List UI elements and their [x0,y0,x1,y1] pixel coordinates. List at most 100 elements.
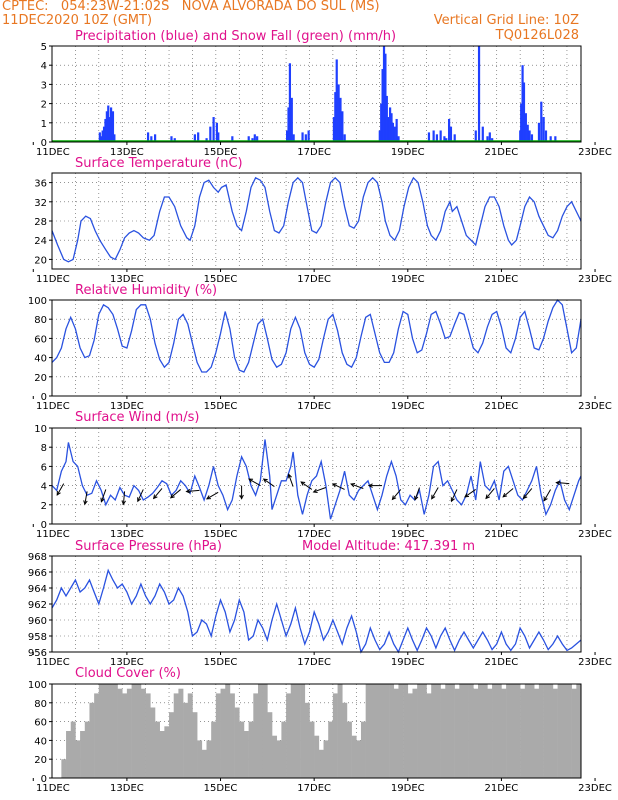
precip-bar [104,118,107,142]
precip-bar [292,134,295,142]
temp-xtick-label: 13DEC [110,274,144,285]
wind-arrow [350,483,364,489]
cloud-bar [534,688,540,778]
precip-xtick-label: 15DEC [204,147,238,158]
precip-xtick-label: 21DEC [485,147,519,158]
precip-bar [481,126,484,142]
precip-title: Precipitation (blue) and Snow Fall (gree… [75,29,397,44]
temp-frame [51,172,582,270]
precip-bar [477,46,481,142]
cloud-bar [557,684,563,778]
precip-bar [109,107,113,142]
cloud-bar [286,693,292,778]
cloud-bar [440,688,446,778]
wind-arrow-shaft [350,483,364,489]
cloud-bar [351,735,357,778]
precip-bar [378,130,381,142]
cloud-bar [234,707,240,778]
precip-bar [524,113,527,142]
cloud-bar [566,684,572,778]
precip-bar [445,138,448,142]
precip-bar [146,132,150,142]
cloud-bar [159,731,165,778]
temp-xtick-label: 11DEC [36,274,70,285]
wind-arrow-head [137,497,142,503]
precip-bar [173,138,176,142]
wind-arrow [83,491,88,506]
precip-bar [105,111,108,142]
wind-arrow-shaft [84,491,88,505]
precip-bar [486,136,489,142]
precip-bar [343,134,346,142]
cloud-bar [379,684,385,778]
wind-ytick-label: 2 [41,501,47,512]
rh-xtick-label: 13DEC [110,401,144,412]
cloud-xtick-label: 11DEC [36,783,70,794]
precip-bar [388,107,392,142]
temp-title: Surface Temperature (nC) [75,156,243,171]
cloud-bar [529,684,535,778]
cloud-bar [468,684,474,778]
precip-bar [537,122,541,142]
wind-arrow-head [312,488,318,493]
cloud-bar [407,693,413,778]
cloud-bar [215,693,221,778]
cloud-bar [576,684,582,778]
wind-ytick-label: 6 [41,462,47,473]
wind-arrow-head [121,500,126,506]
cloud-bar [314,735,320,778]
cloud-bar [506,684,512,778]
wind-arrow-head [169,493,175,499]
wind-arrow [414,487,420,501]
precip-bar [197,132,200,142]
wind-arrow-shaft [137,489,144,502]
precip-bar [453,134,456,142]
station-header: CPTEC: 054:23W-21:02S NOVA ALVORADA DO S… [2,0,380,14]
wind-arrow-head [555,480,561,486]
pres-xtick-label: 13DEC [110,657,144,668]
cloud-ytick-label: 100 [28,680,47,691]
temp-ytick-label: 28 [34,217,47,228]
cloud-bar [412,688,418,778]
cloud-bar [417,684,423,778]
precip-ytick-label: 5 [41,42,47,53]
precip-bar [101,130,104,142]
precip-bar [385,95,388,142]
precip-bar [341,111,344,142]
cloud-bar [164,726,170,778]
pres-xtick-label: 23DEC [578,657,612,668]
wind-arrow [543,489,552,502]
wind-arrow-shaft [263,478,275,487]
wind-arrow-head [287,473,292,479]
cloud-bar [75,740,81,778]
wind-arrow-shaft [288,474,294,487]
wind-arrow-shaft [153,488,163,499]
rh-xtick-label: 21DEC [485,401,519,412]
cloud-bar [571,688,577,778]
pres-panel: 956 958 960 962 964 966 968 11DEC 13DEC 15DEC 17DE… [28,552,612,668]
precip-bar [288,63,292,142]
temp-ytick-label: 32 [34,198,47,209]
cloud-bar [510,684,516,778]
wind-arrow [287,473,294,487]
wind-arrow-head [502,492,508,498]
precip-bar [397,136,400,142]
cloud-bar [112,684,118,778]
cloud-bar [524,684,530,778]
rh-ytick-label: 20 [34,373,47,384]
cloud-bar [122,693,128,778]
rh-xtick-label: 19DEC [391,401,425,412]
wind-arrow [262,478,275,487]
wind-arrow [522,488,533,500]
precip-bar [427,132,431,142]
cloud-xtick-label: 19DEC [391,783,425,794]
precip-bar [393,126,396,142]
precip-bar [290,97,293,142]
cloud-bar [515,684,521,778]
cloud-bar [103,684,109,778]
wind-arrow-shaft [414,487,420,500]
wind-arrow-head [152,494,158,500]
cloud-bar [389,684,395,778]
cloud-bar [365,684,371,778]
precip-bar [307,130,310,142]
